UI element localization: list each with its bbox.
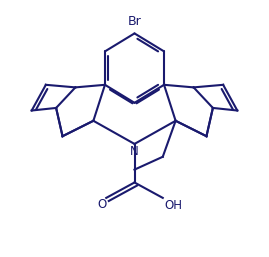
Text: N: N <box>130 145 139 158</box>
Text: OH: OH <box>165 199 183 212</box>
Text: O: O <box>97 198 106 211</box>
Text: Br: Br <box>128 15 141 28</box>
